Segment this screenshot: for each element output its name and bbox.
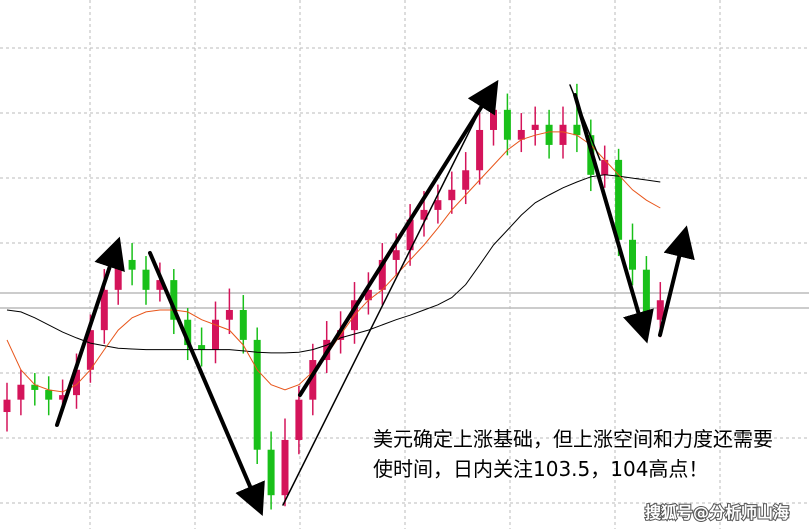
candle-body (462, 170, 470, 190)
candle-body (31, 384, 39, 390)
candle-body (629, 239, 636, 270)
candle-body (59, 395, 67, 400)
candle-body (73, 369, 80, 396)
candle-body (392, 250, 400, 260)
annotation: 使时间，日内关注103.5，104高点！ (373, 457, 708, 481)
candle-body (198, 345, 206, 350)
candle-body (642, 269, 650, 320)
candle-body (601, 159, 609, 175)
candle-body (434, 200, 442, 210)
candle-body (378, 259, 386, 290)
annotation: 美元确定上涨基础，但上涨空间和力度还需要 (373, 427, 773, 451)
candle-body (531, 124, 539, 130)
trend-arrows (55, 79, 695, 517)
candle-body (545, 124, 553, 145)
candle-body (656, 300, 664, 320)
candle-body (517, 129, 525, 140)
candle-body (239, 309, 247, 340)
candle-body (17, 384, 25, 400)
moving-average-line (6, 131, 661, 393)
candle-body (309, 360, 317, 400)
candle-body (615, 159, 623, 240)
candle-body (267, 449, 275, 496)
candle-body (156, 280, 164, 290)
candle-body (114, 259, 122, 290)
candle-body (476, 129, 484, 171)
candle-body (45, 389, 53, 400)
candle-body (142, 269, 150, 290)
candle-body (170, 280, 178, 320)
candle-body (490, 109, 497, 130)
candle-body (503, 109, 511, 140)
candle-body (406, 219, 414, 251)
candle-body (128, 259, 136, 270)
candle-body (100, 289, 108, 331)
candle-body (420, 209, 428, 220)
candle-body (86, 330, 94, 370)
candle-body (253, 339, 261, 450)
candle-body (184, 319, 192, 346)
candle-body (448, 189, 456, 201)
candle-body (295, 399, 303, 440)
candle-body (559, 124, 567, 145)
candle-body (225, 309, 233, 320)
candle-body (212, 319, 219, 350)
candle-body (3, 399, 11, 413)
watermark: 搜狐号@分析师山海 (645, 503, 789, 522)
candle-body (573, 124, 581, 136)
candle-body (281, 439, 289, 496)
candle-body (364, 289, 372, 301)
